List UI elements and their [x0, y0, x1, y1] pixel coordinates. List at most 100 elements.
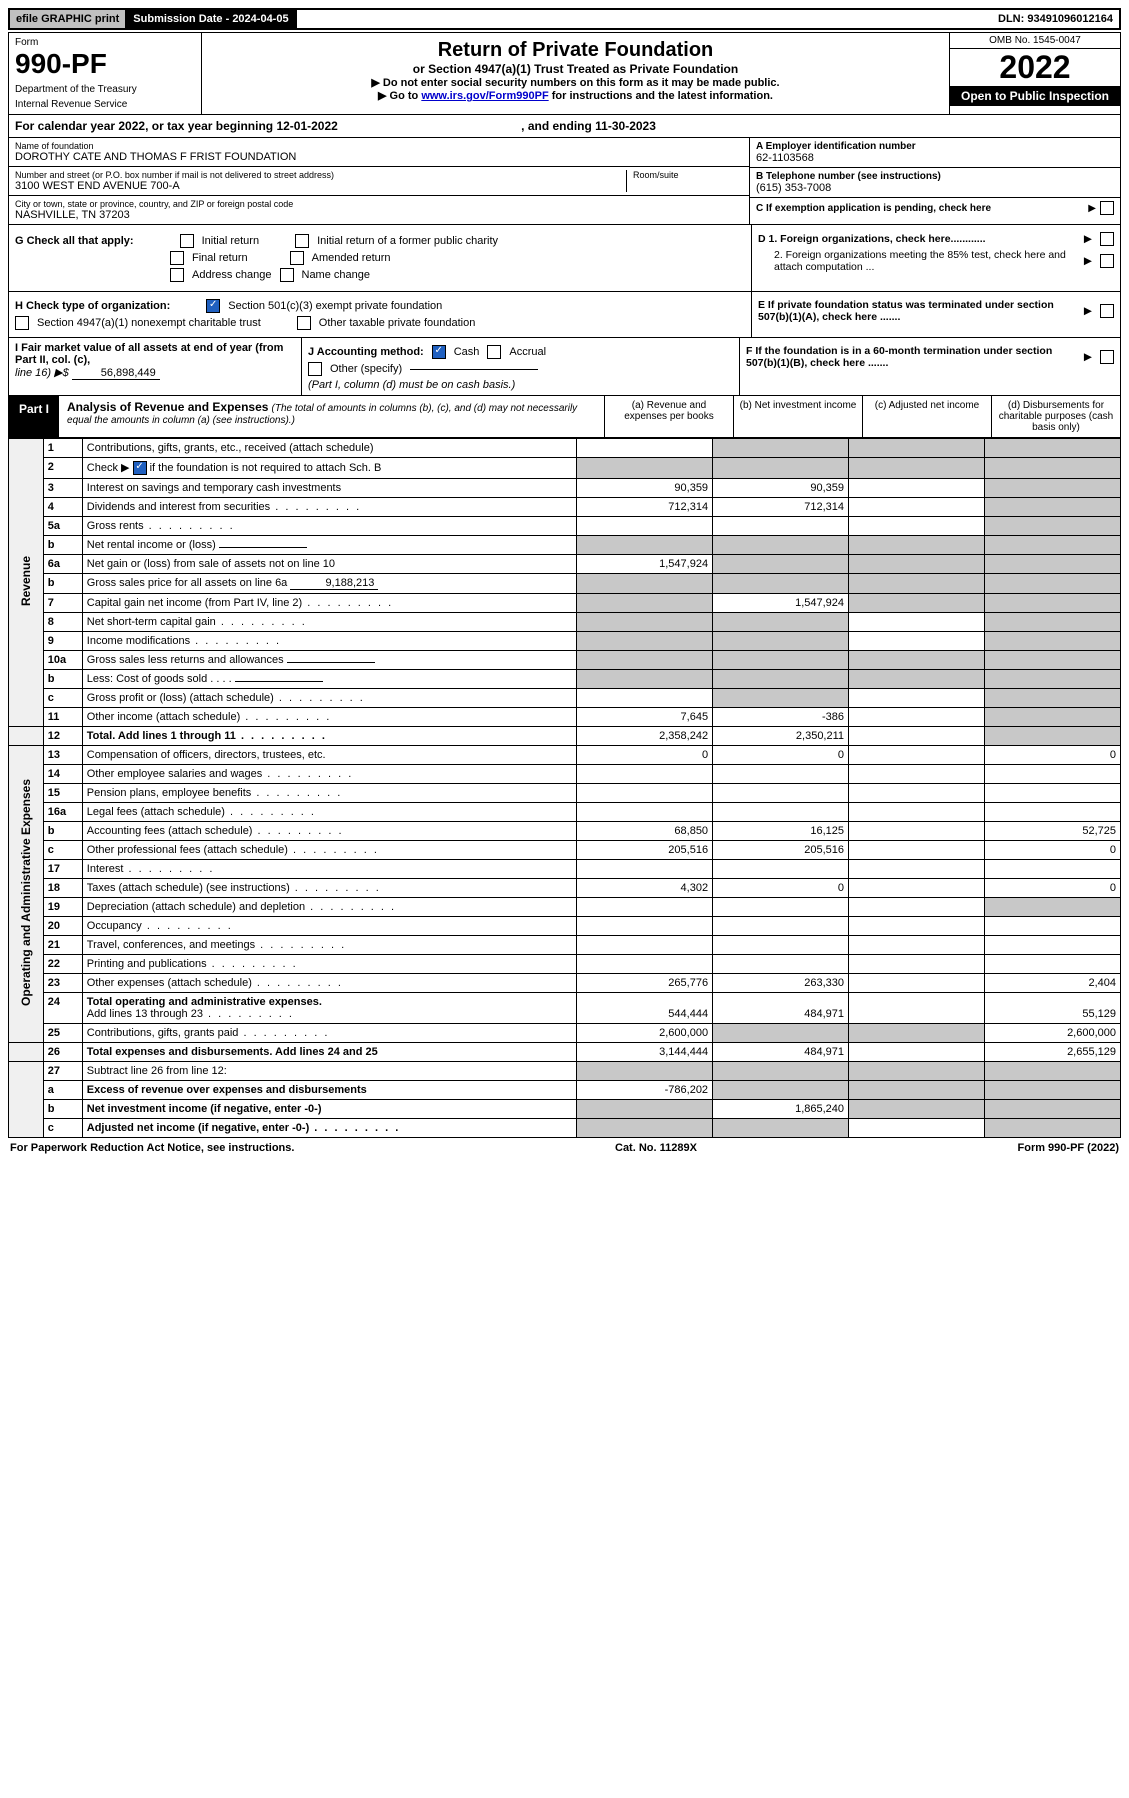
other-method-checkbox[interactable]: [308, 362, 322, 376]
e-label: E If private foundation status was termi…: [758, 299, 1076, 323]
amt-cell: 1,547,924: [577, 555, 713, 574]
amt-cell: 1,865,240: [713, 1100, 849, 1119]
amt-cell: 90,359: [577, 479, 713, 498]
line-num: 4: [43, 498, 82, 517]
amended-checkbox[interactable]: [290, 251, 304, 265]
amt-cell: 0: [985, 879, 1121, 898]
other-specify-input[interactable]: [410, 369, 538, 370]
line-desc: Subtract line 26 from line 12:: [82, 1062, 576, 1081]
line-num: 3: [43, 479, 82, 498]
table-row: b Gross sales price for all assets on li…: [9, 574, 1121, 594]
table-row: 23 Other expenses (attach schedule) 265,…: [9, 974, 1121, 993]
line-num: 18: [43, 879, 82, 898]
cat-number: Cat. No. 11289X: [615, 1142, 697, 1154]
line-num: 25: [43, 1024, 82, 1043]
table-row: 26 Total expenses and disbursements. Add…: [9, 1043, 1121, 1062]
line-desc: Pension plans, employee benefits: [82, 784, 576, 803]
line-desc: Other income (attach schedule): [82, 708, 576, 727]
phone-cell: B Telephone number (see instructions) (6…: [750, 168, 1120, 198]
c-cell: C If exemption application is pending, c…: [750, 198, 1120, 218]
dept-treasury: Department of the Treasury: [15, 84, 195, 95]
amt-cell: 3,144,444: [577, 1043, 713, 1062]
line-num: c: [43, 689, 82, 708]
line-num: 8: [43, 613, 82, 632]
line-desc: Other expenses (attach schedule): [82, 974, 576, 993]
d2-checkbox[interactable]: [1100, 254, 1114, 268]
e-checkbox[interactable]: [1100, 304, 1114, 318]
line-num: 16a: [43, 803, 82, 822]
table-row: 14 Other employee salaries and wages: [9, 765, 1121, 784]
line-num: 21: [43, 936, 82, 955]
s501-checkbox[interactable]: ✓: [206, 299, 220, 313]
ijf-section: I Fair market value of all assets at end…: [8, 338, 1121, 396]
table-row: 22 Printing and publications: [9, 955, 1121, 974]
other-method-label: Other (specify): [330, 363, 402, 375]
cal-year-end: , and ending 11-30-2023: [521, 119, 656, 133]
accrual-checkbox[interactable]: [487, 345, 501, 359]
amt-cell: 2,600,000: [577, 1024, 713, 1043]
table-row: 15 Pension plans, employee benefits: [9, 784, 1121, 803]
paperwork-notice: For Paperwork Reduction Act Notice, see …: [10, 1142, 294, 1154]
amt-cell: 16,125: [713, 822, 849, 841]
accrual-label: Accrual: [509, 346, 546, 358]
table-row: Revenue 1 Contributions, gifts, grants, …: [9, 439, 1121, 458]
f-checkbox[interactable]: [1100, 350, 1114, 364]
initial-former-checkbox[interactable]: [295, 234, 309, 248]
efile-print-button[interactable]: efile GRAPHIC print: [10, 10, 127, 28]
col-a-header: (a) Revenue and expenses per books: [604, 396, 733, 437]
form-ref: Form 990-PF (2022): [1018, 1142, 1119, 1154]
form990pf-link[interactable]: www.irs.gov/Form990PF: [421, 90, 548, 102]
cal-year-begin: For calendar year 2022, or tax year begi…: [15, 119, 338, 133]
cash-checkbox[interactable]: ✓: [432, 345, 446, 359]
d1-checkbox[interactable]: [1100, 232, 1114, 246]
line-desc: Gross profit or (loss) (attach schedule): [82, 689, 576, 708]
line-num: b: [43, 822, 82, 841]
form-header: Form 990-PF Department of the Treasury I…: [8, 32, 1121, 115]
s4947-checkbox[interactable]: [15, 316, 29, 330]
table-row: 24 Total operating and administrative ex…: [9, 993, 1121, 1024]
final-return-checkbox[interactable]: [170, 251, 184, 265]
line-num: 6a: [43, 555, 82, 574]
d2-label: 2. Foreign organizations meeting the 85%…: [758, 249, 1076, 273]
table-row: b Less: Cost of goods sold . . . .: [9, 670, 1121, 689]
r24-desc2: Add lines 13 through 23: [87, 1008, 294, 1020]
line-num: 20: [43, 917, 82, 936]
sch-b-checkbox[interactable]: ✓: [133, 461, 147, 475]
amt-cell: 265,776: [577, 974, 713, 993]
city-cell: City or town, state or province, country…: [9, 196, 749, 224]
line-desc: Compensation of officers, directors, tru…: [82, 746, 576, 765]
r10a-input[interactable]: [287, 662, 375, 663]
line-desc: Check ▶ ✓ if the foundation is not requi…: [82, 458, 576, 479]
street-cell: Number and street (or P.O. box number if…: [9, 167, 749, 196]
r6b-value: 9,188,213: [290, 577, 378, 590]
line-desc: Contributions, gifts, grants paid: [82, 1024, 576, 1043]
phone-label: B Telephone number (see instructions): [756, 171, 1114, 182]
g-section: G Check all that apply: Initial return I…: [8, 225, 1121, 292]
note-link: ▶ Go to www.irs.gov/Form990PF for instru…: [208, 89, 943, 102]
address-change-checkbox[interactable]: [170, 268, 184, 282]
line-desc: Interest on savings and temporary cash i…: [82, 479, 576, 498]
c-checkbox[interactable]: [1100, 201, 1114, 215]
line-num: 5a: [43, 517, 82, 536]
part1-title: Analysis of Revenue and Expenses (The to…: [59, 396, 604, 437]
line-num: 23: [43, 974, 82, 993]
note-ssn: ▶ Do not enter social security numbers o…: [208, 76, 943, 89]
line-num: 11: [43, 708, 82, 727]
header-center: Return of Private Foundation or Section …: [202, 33, 949, 114]
header-left: Form 990-PF Department of the Treasury I…: [9, 33, 202, 114]
line-desc: Net investment income (if negative, ente…: [82, 1100, 576, 1119]
line-desc: Capital gain net income (from Part IV, l…: [82, 594, 576, 613]
initial-return-checkbox[interactable]: [180, 234, 194, 248]
line-num: 10a: [43, 651, 82, 670]
d1-label: D 1. Foreign organizations, check here..…: [758, 233, 1076, 245]
line-num: 22: [43, 955, 82, 974]
other-tax-checkbox[interactable]: [297, 316, 311, 330]
line-desc: Accounting fees (attach schedule): [82, 822, 576, 841]
amt-cell: 90,359: [713, 479, 849, 498]
line-num: 7: [43, 594, 82, 613]
r5b-input[interactable]: [219, 547, 307, 548]
part1-header: Part I Analysis of Revenue and Expenses …: [8, 396, 1121, 438]
r10b-input[interactable]: [235, 681, 323, 682]
foundation-name-cell: Name of foundation DOROTHY CATE AND THOM…: [9, 138, 749, 167]
name-change-checkbox[interactable]: [280, 268, 294, 282]
